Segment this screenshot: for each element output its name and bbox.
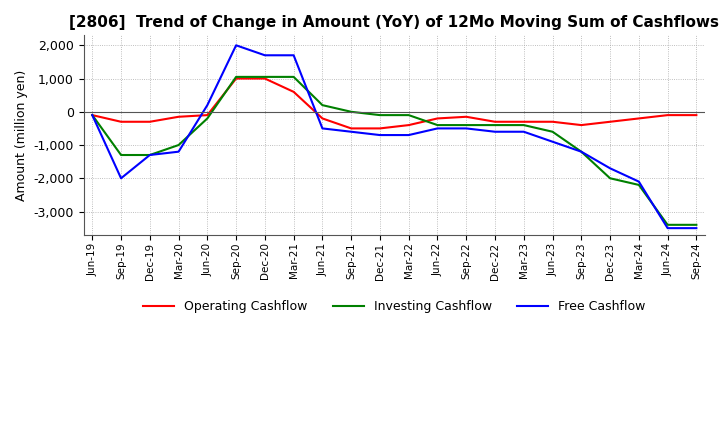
Free Cashflow: [519, 129, 528, 134]
Free Cashflow: [318, 126, 327, 131]
Operating Cashflow: [433, 116, 442, 121]
Free Cashflow: [462, 126, 471, 131]
Free Cashflow: [376, 132, 384, 138]
Investing Cashflow: [634, 182, 643, 187]
Investing Cashflow: [117, 152, 125, 158]
Free Cashflow: [117, 176, 125, 181]
Investing Cashflow: [577, 149, 585, 154]
Investing Cashflow: [261, 74, 269, 80]
Y-axis label: Amount (million yen): Amount (million yen): [15, 70, 28, 201]
Free Cashflow: [692, 226, 701, 231]
Operating Cashflow: [289, 89, 298, 95]
Free Cashflow: [577, 149, 585, 154]
Operating Cashflow: [203, 113, 212, 118]
Investing Cashflow: [663, 222, 672, 227]
Operating Cashflow: [577, 122, 585, 128]
Operating Cashflow: [145, 119, 154, 125]
Investing Cashflow: [433, 122, 442, 128]
Operating Cashflow: [232, 76, 240, 81]
Operating Cashflow: [347, 126, 356, 131]
Operating Cashflow: [174, 114, 183, 119]
Line: Operating Cashflow: Operating Cashflow: [92, 79, 696, 128]
Investing Cashflow: [318, 103, 327, 108]
Operating Cashflow: [519, 119, 528, 125]
Operating Cashflow: [491, 119, 500, 125]
Investing Cashflow: [519, 122, 528, 128]
Line: Free Cashflow: Free Cashflow: [92, 45, 696, 228]
Investing Cashflow: [491, 122, 500, 128]
Free Cashflow: [289, 53, 298, 58]
Investing Cashflow: [203, 116, 212, 121]
Operating Cashflow: [663, 113, 672, 118]
Investing Cashflow: [347, 109, 356, 114]
Operating Cashflow: [634, 116, 643, 121]
Investing Cashflow: [88, 113, 96, 118]
Operating Cashflow: [462, 114, 471, 119]
Operating Cashflow: [88, 113, 96, 118]
Investing Cashflow: [232, 74, 240, 80]
Free Cashflow: [606, 166, 614, 171]
Operating Cashflow: [548, 119, 557, 125]
Investing Cashflow: [462, 122, 471, 128]
Free Cashflow: [88, 113, 96, 118]
Free Cashflow: [174, 149, 183, 154]
Investing Cashflow: [289, 74, 298, 80]
Free Cashflow: [548, 139, 557, 144]
Free Cashflow: [634, 179, 643, 184]
Investing Cashflow: [174, 143, 183, 148]
Investing Cashflow: [145, 152, 154, 158]
Operating Cashflow: [261, 76, 269, 81]
Title: [2806]  Trend of Change in Amount (YoY) of 12Mo Moving Sum of Cashflows: [2806] Trend of Change in Amount (YoY) o…: [69, 15, 719, 30]
Operating Cashflow: [318, 116, 327, 121]
Operating Cashflow: [692, 113, 701, 118]
Investing Cashflow: [692, 222, 701, 227]
Free Cashflow: [261, 53, 269, 58]
Operating Cashflow: [606, 119, 614, 125]
Free Cashflow: [433, 126, 442, 131]
Investing Cashflow: [376, 113, 384, 118]
Free Cashflow: [347, 129, 356, 134]
Free Cashflow: [232, 43, 240, 48]
Free Cashflow: [663, 226, 672, 231]
Free Cashflow: [405, 132, 413, 138]
Operating Cashflow: [117, 119, 125, 125]
Investing Cashflow: [405, 113, 413, 118]
Free Cashflow: [491, 129, 500, 134]
Operating Cashflow: [376, 126, 384, 131]
Legend: Operating Cashflow, Investing Cashflow, Free Cashflow: Operating Cashflow, Investing Cashflow, …: [138, 295, 651, 318]
Line: Investing Cashflow: Investing Cashflow: [92, 77, 696, 225]
Operating Cashflow: [405, 122, 413, 128]
Investing Cashflow: [606, 176, 614, 181]
Free Cashflow: [203, 103, 212, 108]
Free Cashflow: [145, 152, 154, 158]
Investing Cashflow: [548, 129, 557, 134]
